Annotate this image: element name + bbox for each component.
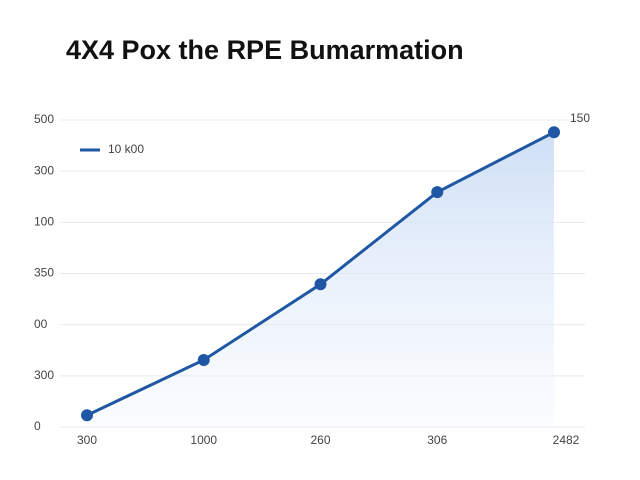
area (87, 132, 554, 427)
x-tick-label: 306 (427, 433, 447, 447)
y-tick-label: 00 (34, 317, 48, 331)
point (197, 353, 210, 366)
x-tick-label: 260 (310, 433, 330, 447)
x-tick-label: 2482 (553, 433, 580, 447)
y-tick-label: 300 (34, 368, 54, 382)
annotation: 150 (570, 111, 590, 125)
chart-title: 4X4 Pox the RPE Bumarmation (66, 35, 464, 65)
y-tick-label: 500 (34, 112, 54, 126)
x-tick-label: 1000 (190, 433, 217, 447)
y-tick-label: 0 (34, 419, 41, 433)
point (81, 409, 93, 422)
point (548, 126, 560, 139)
x-tick-label: 300 (77, 433, 97, 447)
y-tick-label: 100 (34, 215, 54, 229)
legend-label: 10 k00 (108, 142, 144, 156)
point (431, 186, 444, 199)
point (314, 278, 327, 291)
y-tick-label: 300 (34, 163, 54, 177)
y-tick-label: 350 (34, 266, 54, 280)
